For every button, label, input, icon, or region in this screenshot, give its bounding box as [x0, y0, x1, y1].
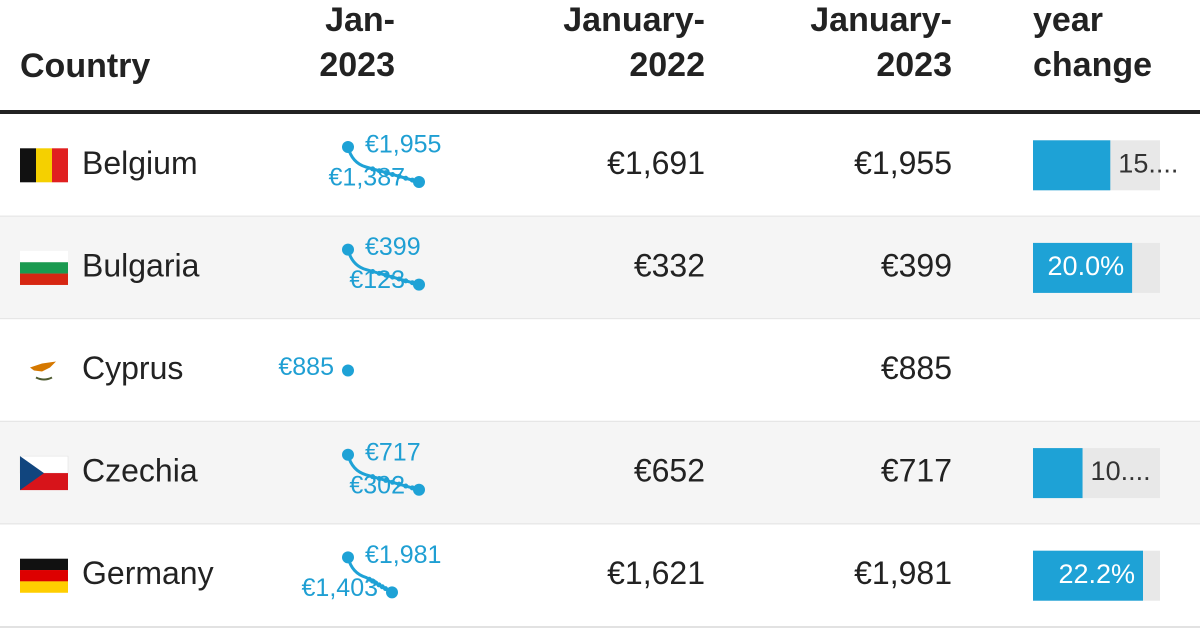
spark-label-start: €1,955 [365, 131, 441, 159]
column-header: change [1033, 46, 1152, 84]
flag-stripe [20, 250, 68, 263]
country-name: Bulgaria [82, 247, 200, 283]
country-name: Czechia [82, 453, 198, 489]
flag-stripe [20, 273, 68, 285]
spark-end [413, 176, 425, 188]
flag-stripe [20, 148, 36, 183]
spark-label-start: €1,981 [365, 541, 441, 569]
change-label: 10.... [1091, 456, 1151, 486]
flag-stripe [20, 558, 68, 571]
value-2022: €1,691 [607, 145, 705, 181]
change-bar [1033, 242, 1133, 293]
spark-label-end: €123 [349, 266, 405, 294]
spark-start [342, 141, 354, 153]
header-rule [0, 110, 1200, 114]
spark-label-start: €717 [365, 438, 421, 466]
row-bg [0, 114, 1200, 217]
change-bar [1033, 140, 1111, 191]
flag-stripe [20, 570, 68, 582]
flag-stripe [20, 581, 68, 593]
spark-point [403, 175, 409, 181]
spark-label-end: €1,403 [302, 574, 378, 602]
spark-point [376, 270, 382, 276]
row-bg [0, 421, 1200, 525]
flag [20, 558, 68, 593]
flag [20, 353, 68, 388]
change-label: 22.2% [1058, 559, 1135, 589]
spark-point [390, 172, 395, 177]
spark-point [370, 166, 376, 172]
value-2022: €1,621 [607, 555, 705, 591]
column-header: 2023 [876, 46, 952, 84]
spark-label-end: €1,387 [329, 164, 405, 192]
spark-point [403, 278, 409, 284]
value-2023: €1,981 [854, 555, 952, 591]
row-bg [0, 524, 1200, 627]
column-header: 2022 [629, 46, 705, 84]
value-2022: €652 [634, 453, 705, 489]
country-name: Germany [82, 555, 214, 591]
spark-start [342, 551, 354, 564]
change-bar [1033, 448, 1083, 499]
column-header: year [1033, 1, 1103, 39]
spark-label: €885 [278, 353, 334, 381]
spark-end [386, 586, 398, 599]
column-header: Country [20, 47, 150, 85]
flag [19, 455, 69, 491]
value-2022: €332 [634, 247, 705, 283]
spark-point [396, 481, 402, 487]
spark-point [370, 474, 376, 480]
spark-end [413, 278, 425, 291]
spark-point [370, 268, 376, 274]
spark-point [383, 477, 389, 483]
flag-stripe [36, 148, 52, 183]
value-2023: €1,955 [854, 145, 952, 181]
spark-point [376, 168, 382, 174]
spark-point [396, 173, 402, 179]
flag [20, 148, 68, 183]
value-2023: €885 [881, 350, 952, 386]
flag-island [30, 361, 56, 372]
spark-point [390, 274, 395, 280]
column-header: Jan- [325, 1, 395, 39]
country-name: Belgium [82, 145, 198, 181]
flag-triangle [20, 456, 44, 491]
flag [20, 250, 68, 285]
flag-stripe [52, 148, 68, 183]
column-header: 2023 [319, 46, 395, 84]
spark-start [342, 448, 354, 461]
spark-label-start: €399 [365, 233, 421, 261]
spark-point [342, 364, 354, 377]
column-header: January- [563, 1, 705, 39]
value-2023: €717 [881, 453, 952, 489]
spark-point [403, 483, 409, 489]
spark-start [342, 243, 354, 256]
spark-end [413, 483, 425, 496]
change-label: 20.0% [1048, 251, 1125, 281]
spark-point [396, 276, 402, 282]
column-header: January- [810, 1, 952, 39]
spark-point [383, 170, 389, 176]
change-label: 15.... [1118, 148, 1178, 178]
spark-point [376, 476, 382, 482]
flag-leaves [35, 376, 53, 381]
change-bar [1033, 550, 1143, 601]
value-2023: €399 [881, 247, 952, 283]
spark-point [383, 272, 389, 278]
flag-stripe [20, 262, 68, 274]
spark-label-end: €302 [349, 471, 405, 499]
row-bg [0, 319, 1200, 422]
row-bg [0, 216, 1200, 320]
spark-point [390, 479, 395, 485]
country-name: Cyprus [82, 350, 183, 386]
